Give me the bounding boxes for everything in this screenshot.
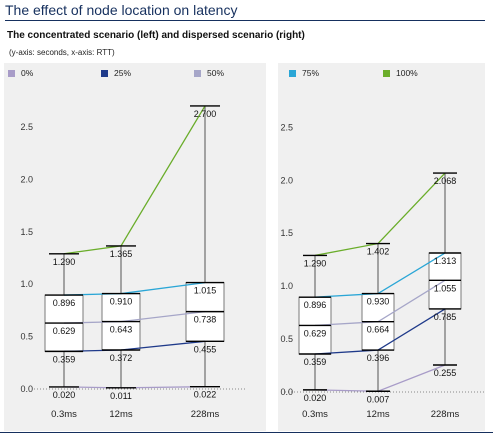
chart2-y-tick-label: 2.5 bbox=[280, 122, 293, 132]
chart1-y-tick-label: 0.0 bbox=[20, 384, 33, 394]
legend-swatch bbox=[383, 70, 390, 77]
chart2-x-tick-label: 0.3ms bbox=[302, 409, 328, 420]
chart1-data-label: 0.022 bbox=[194, 390, 217, 400]
chart2-y-tick-label: 0.5 bbox=[280, 334, 293, 344]
chart2-data-label: 0.396 bbox=[367, 353, 390, 363]
chart2-series-line-3 bbox=[314, 252, 446, 298]
legend-label: 0% bbox=[21, 68, 34, 78]
chart1-data-label: 0.896 bbox=[53, 298, 76, 308]
legend-item-100: 100% bbox=[383, 68, 418, 78]
chart1-data-label: 0.020 bbox=[53, 390, 76, 400]
chart2-data-label: 0.664 bbox=[367, 325, 390, 335]
legend-item-0: 0% bbox=[8, 68, 33, 78]
chart2-series-line-0 bbox=[314, 364, 446, 392]
chart2-y-tick-label: 0.0 bbox=[280, 387, 293, 397]
legend-label: 100% bbox=[396, 68, 418, 78]
chart1-data-label: 0.372 bbox=[110, 353, 133, 363]
chart2-x-tick-label: 12ms bbox=[366, 409, 389, 420]
chart1-data-label: 0.738 bbox=[194, 315, 217, 325]
chart1-data-label: 0.455 bbox=[194, 344, 217, 354]
chart1-data-label: 2.700 bbox=[194, 109, 217, 119]
chart2-data-label: 0.007 bbox=[367, 394, 390, 404]
chart2-data-label: 0.896 bbox=[304, 300, 327, 310]
legend-swatch bbox=[8, 70, 15, 77]
chart2-data-label: 0.020 bbox=[304, 393, 327, 403]
chart2-data-label: 0.785 bbox=[434, 312, 457, 322]
chart1-data-label: 0.629 bbox=[53, 326, 76, 336]
page-title: The effect of node location on latency bbox=[5, 2, 238, 18]
bottom-divider bbox=[0, 432, 493, 433]
left-panel-background bbox=[4, 63, 266, 431]
chart2-data-label: 0.359 bbox=[304, 357, 327, 367]
chart2-data-label: 0.930 bbox=[367, 297, 390, 307]
right-panel-background bbox=[278, 63, 485, 431]
legend-swatch bbox=[194, 70, 201, 77]
chart1-data-label: 1.365 bbox=[110, 249, 133, 259]
legend-label: 75% bbox=[302, 68, 320, 78]
page-subtitle: The concentrated scenario (left) and dis… bbox=[7, 30, 305, 41]
chart1-x-tick-label: 12ms bbox=[109, 409, 132, 420]
chart2-data-label: 0.255 bbox=[434, 368, 457, 378]
chart2-data-label: 1.402 bbox=[367, 247, 390, 257]
legend-item-25: 25% bbox=[101, 68, 131, 78]
legend-label: 50% bbox=[207, 68, 225, 78]
chart1-data-label: 1.290 bbox=[53, 257, 76, 267]
chart1-data-label: 1.015 bbox=[194, 286, 217, 296]
chart1-data-label: 0.910 bbox=[110, 297, 133, 307]
chart2-data-label: 1.055 bbox=[434, 283, 457, 293]
legend-item-75: 75% bbox=[289, 68, 319, 78]
chart1-series-line-4 bbox=[63, 105, 206, 255]
title-divider bbox=[5, 20, 485, 21]
chart1-x-tick-label: 0.3ms bbox=[51, 409, 77, 420]
chart1-y-tick-label: 1.5 bbox=[20, 227, 33, 237]
axis-note: (y-axis: seconds, x-axis: RTT) bbox=[9, 48, 115, 57]
chart2-y-tick-label: 2.0 bbox=[280, 175, 293, 185]
legend-swatch bbox=[289, 70, 296, 77]
chart1-y-tick-label: 2.5 bbox=[20, 122, 33, 132]
chart2-y-tick-label: 1.0 bbox=[280, 281, 293, 291]
legend-label: 25% bbox=[114, 68, 132, 78]
chart2-x-tick-label: 228ms bbox=[431, 409, 460, 420]
chart1-y-tick-label: 0.5 bbox=[20, 332, 33, 342]
chart2-data-label: 0.629 bbox=[304, 328, 327, 338]
chart1-y-tick-label: 2.0 bbox=[20, 174, 33, 184]
chart1-data-label: 0.011 bbox=[110, 391, 132, 401]
chart1-data-label: 0.359 bbox=[53, 354, 76, 364]
chart2-data-label: 1.313 bbox=[434, 256, 457, 266]
chart2-data-label: 1.290 bbox=[304, 258, 327, 268]
chart1-y-tick-label: 1.0 bbox=[20, 279, 33, 289]
legend-item-50: 50% bbox=[194, 68, 224, 78]
legend-swatch bbox=[101, 70, 108, 77]
chart2-y-tick-label: 1.5 bbox=[280, 228, 293, 238]
chart1-x-tick-label: 228ms bbox=[191, 409, 220, 420]
chart1-data-label: 0.643 bbox=[110, 325, 133, 335]
chart2-data-label: 2.068 bbox=[434, 176, 457, 186]
